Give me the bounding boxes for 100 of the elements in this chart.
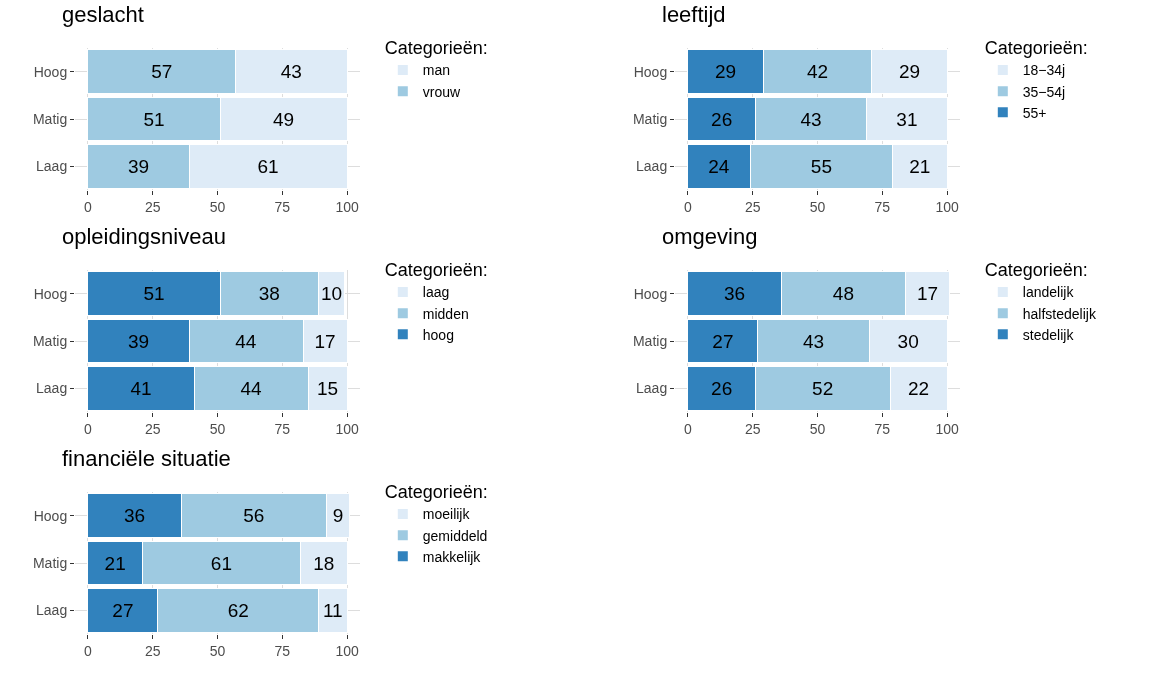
x-tick-label: 75 <box>874 420 891 437</box>
data-label: 44 <box>240 377 262 399</box>
legend-title: Categorieën: <box>384 38 488 59</box>
x-tick-label: 75 <box>274 642 291 659</box>
y-tick-label: Laag <box>36 602 68 619</box>
y-tick-label: Hoog <box>33 285 68 302</box>
legend-label: midden <box>422 305 469 322</box>
data-label: 43 <box>280 61 302 83</box>
y-tick-label: Laag <box>636 158 668 175</box>
data-label: 10 <box>320 283 343 305</box>
x-tick-label: 0 <box>84 642 93 659</box>
legend-title: Categorieën: <box>384 482 488 503</box>
x-tick-label: 25 <box>144 642 161 659</box>
legend-title: Categorieën: <box>984 38 1088 59</box>
data-label: 36 <box>124 505 146 527</box>
data-label: 44 <box>235 330 257 352</box>
y-tick-label: Laag <box>36 158 68 175</box>
legend-label: vrouw <box>422 83 462 100</box>
x-tick-label: 75 <box>874 198 891 215</box>
chart-title: geslacht <box>62 2 144 28</box>
legend-label: halfstedelijk <box>1022 305 1097 322</box>
data-label: 56 <box>243 505 265 527</box>
legend-label: 18−34j <box>1022 62 1066 79</box>
x-tick-label: 25 <box>144 198 161 215</box>
x-tick-label: 100 <box>335 420 359 437</box>
legend-label: gemiddeld <box>422 527 488 544</box>
y-tick-label: Hoog <box>33 507 68 524</box>
y-tick-label: Laag <box>36 380 68 397</box>
x-tick-label: 25 <box>144 420 161 437</box>
data-label: 49 <box>273 108 295 130</box>
data-label: 39 <box>127 155 150 177</box>
legend-label: 35−54j <box>1022 83 1066 100</box>
data-label: 27 <box>712 330 734 352</box>
data-label: 11 <box>322 599 343 621</box>
data-label: 55 <box>810 155 832 177</box>
data-label: 22 <box>907 377 930 399</box>
x-tick-label: 50 <box>809 198 826 215</box>
data-label: 29 <box>898 61 921 83</box>
y-tick-label: Matig <box>632 332 668 349</box>
chart-title: financiële situatie <box>62 446 231 472</box>
data-label: 57 <box>151 61 173 83</box>
data-label: 38 <box>258 283 280 305</box>
chart-title: omgeving <box>662 224 758 250</box>
x-tick-label: 50 <box>209 420 226 437</box>
y-tick-label: Matig <box>32 554 68 571</box>
data-label: 51 <box>143 283 165 305</box>
legend-label: stedelijk <box>1022 326 1075 343</box>
data-label: 31 <box>896 108 918 130</box>
data-label: 26 <box>711 377 733 399</box>
x-tick-label: 0 <box>84 420 93 437</box>
data-label: 18 <box>313 552 335 574</box>
data-label: 48 <box>832 283 854 305</box>
x-tick-label: 50 <box>209 642 226 659</box>
y-tick-label: Hoog <box>33 63 68 80</box>
data-label: 15 <box>317 377 339 399</box>
x-tick-label: 75 <box>274 420 291 437</box>
data-label: 43 <box>803 330 825 352</box>
x-tick-label: 100 <box>935 420 959 437</box>
data-label: 9 <box>332 505 344 527</box>
x-tick-label: 25 <box>744 198 761 215</box>
legend-label: 55+ <box>1022 104 1047 121</box>
y-tick-label: Hoog <box>633 63 668 80</box>
data-label: 42 <box>806 61 829 83</box>
data-label: 21 <box>909 155 931 177</box>
chart-title: opleidingsniveau <box>62 224 226 250</box>
legend-label: man <box>422 62 451 79</box>
y-tick-label: Hoog <box>633 285 668 302</box>
x-tick-label: 0 <box>684 420 693 437</box>
legend-title: Categorieën: <box>984 260 1088 281</box>
data-label: 30 <box>897 330 919 352</box>
x-tick-label: 75 <box>274 198 291 215</box>
data-label: 36 <box>724 283 746 305</box>
y-tick-label: Matig <box>32 332 68 349</box>
legend-label: moeilijk <box>422 506 471 523</box>
data-label: 39 <box>127 330 150 352</box>
data-label: 26 <box>711 108 733 130</box>
x-tick-label: 25 <box>744 420 761 437</box>
data-label: 29 <box>714 61 737 83</box>
chart-title: leeftijd <box>662 2 726 28</box>
data-label: 51 <box>143 108 165 130</box>
y-tick-label: Matig <box>632 110 668 127</box>
data-label: 17 <box>314 330 336 352</box>
y-tick-label: Matig <box>32 110 68 127</box>
x-tick-label: 50 <box>209 198 226 215</box>
data-label: 62 <box>227 599 249 621</box>
data-label: 61 <box>210 552 232 574</box>
data-label: 41 <box>130 377 152 399</box>
legend-label: landelijk <box>1022 284 1075 301</box>
data-label: 17 <box>917 283 939 305</box>
legend-label: makkelijk <box>422 548 482 565</box>
data-label: 52 <box>812 377 834 399</box>
data-label: 43 <box>800 108 822 130</box>
x-tick-label: 100 <box>935 198 959 215</box>
x-tick-label: 0 <box>684 198 693 215</box>
data-label: 61 <box>257 155 279 177</box>
legend-label: hoog <box>422 326 454 343</box>
data-label: 24 <box>708 155 730 177</box>
x-tick-label: 50 <box>809 420 826 437</box>
x-tick-label: 100 <box>335 642 359 659</box>
data-label: 27 <box>112 599 134 621</box>
